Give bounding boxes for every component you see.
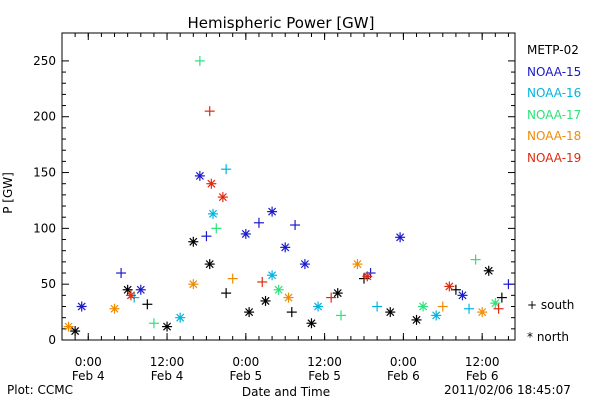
- legend-entry-noaa-19: NOAA-19: [527, 150, 582, 165]
- plot-credit: Plot: CCMC: [7, 383, 73, 397]
- data-point-metp-02-4-north: [188, 236, 199, 247]
- x-tick-label-date: Feb 4: [72, 369, 105, 383]
- data-point-metp-02-7-north: [244, 307, 255, 318]
- data-point-noaa-17-7-north: [490, 298, 501, 309]
- y-axis-label: P [GW]: [1, 172, 15, 214]
- data-point-noaa-17-6-south: [470, 254, 481, 265]
- y-tick-label: 50: [41, 277, 56, 291]
- x-tick-label-time: 12:00: [307, 355, 342, 369]
- y-tick-label: 250: [33, 54, 56, 68]
- data-point-metp-02-1-north: [122, 284, 133, 295]
- data-point-noaa-17-3-north: [273, 284, 284, 295]
- legend-entry-noaa-16: NOAA-16: [527, 86, 582, 100]
- data-point-metp-02-5-north: [204, 259, 215, 270]
- data-point-noaa-16-5-north: [313, 301, 324, 312]
- data-point-noaa-15-6-south: [253, 217, 264, 228]
- data-point-noaa-15-1-south: [116, 268, 127, 279]
- data-point-noaa-17-4-south: [336, 310, 347, 321]
- plot-frame: [61, 32, 516, 341]
- data-point-metp-02-6-south: [221, 288, 232, 299]
- data-point-noaa-18-6-south: [437, 301, 448, 312]
- data-point-metp-02-0-north: [70, 326, 81, 337]
- data-point-metp-02-14-north: [411, 314, 422, 325]
- data-point-noaa-18-5-north: [352, 259, 363, 270]
- legend-entry-metp-02: METP-02: [527, 43, 579, 57]
- data-point-metp-02-2-south: [142, 299, 153, 310]
- data-point-noaa-15-8-north: [280, 242, 291, 253]
- data-point-noaa-15-10-north: [299, 259, 310, 270]
- data-point-metp-02-3-north: [162, 321, 173, 332]
- legend-entry-noaa-17: NOAA-17: [527, 107, 582, 122]
- legend-entry-noaa-15: NOAA-15: [527, 64, 582, 79]
- legend-entry-noaa-18: NOAA-18: [527, 129, 582, 143]
- data-point-noaa-15-0-north: [76, 301, 87, 312]
- data-point-noaa-17-0-south: [148, 318, 159, 329]
- data-point-noaa-17-2-south: [211, 223, 222, 234]
- data-point-noaa-16-3-south: [221, 164, 232, 175]
- data-point-noaa-15-5-north: [240, 228, 251, 239]
- legend-south-marker: + south: [527, 298, 575, 312]
- data-point-noaa-15-7-north: [267, 206, 278, 217]
- data-point-noaa-19-6-north: [362, 271, 373, 282]
- x-tick-label-date: Feb 6: [466, 369, 499, 383]
- data-point-noaa-19-0-north: [125, 290, 136, 301]
- y-tick-label: 150: [33, 166, 56, 180]
- data-point-metp-02-8-north: [260, 295, 271, 306]
- data-point-metp-02-13-north: [385, 307, 396, 318]
- data-point-noaa-15-13-north: [457, 290, 468, 301]
- data-point-noaa-16-2-north: [208, 208, 218, 219]
- x-tick-label-time: 12:00: [150, 355, 185, 369]
- data-point-noaa-15-2-north: [135, 284, 146, 295]
- data-point-noaa-19-8-south: [493, 303, 504, 314]
- data-point-noaa-19-2-north: [206, 178, 217, 189]
- x-tick-label-date: Feb 4: [151, 369, 184, 383]
- x-axis-label: Date and Time: [242, 385, 330, 399]
- data-point-noaa-19-1-south: [204, 106, 215, 117]
- y-tick-label: 100: [33, 221, 56, 235]
- data-point-noaa-15-3-north: [194, 170, 205, 181]
- data-point-metp-02-16-north: [483, 265, 494, 276]
- data-point-noaa-16-7-north: [431, 310, 442, 321]
- y-tick-label: 0: [48, 333, 56, 347]
- data-point-metp-02-10-north: [306, 318, 317, 329]
- data-point-noaa-16-4-north: [267, 270, 278, 281]
- data-point-noaa-19-4-south: [257, 276, 268, 287]
- x-tick-label-time: 12:00: [465, 355, 500, 369]
- chart-title: Hemispheric Power [GW]: [188, 14, 375, 32]
- data-point-noaa-18-4-north: [283, 292, 294, 303]
- x-tick-label-time: 0:00: [390, 355, 417, 369]
- data-point-noaa-19-7-north: [444, 281, 455, 292]
- data-point-noaa-19-5-south: [326, 292, 337, 303]
- data-point-noaa-18-2-north: [188, 279, 199, 290]
- data-point-noaa-18-0-north: [63, 321, 74, 332]
- data-point-noaa-16-6-south: [372, 301, 383, 312]
- data-point-noaa-15-12-north: [395, 232, 406, 243]
- x-tick-label-time: 0:00: [75, 355, 102, 369]
- x-tick-label-date: Feb 6: [387, 369, 420, 383]
- data-point-noaa-19-3-north: [217, 192, 228, 203]
- data-point-noaa-15-9-south: [290, 220, 301, 231]
- data-point-noaa-15-4-south: [201, 231, 212, 242]
- x-tick-label-time: 0:00: [232, 355, 259, 369]
- data-point-metp-02-17-south: [496, 292, 507, 303]
- x-tick-label-date: Feb 5: [229, 369, 262, 383]
- data-point-noaa-17-5-north: [418, 301, 429, 312]
- series-legend: METP-02 NOAA-15 NOAA-16 NOAA-17 NOAA-18 NOAA-…: [527, 40, 600, 169]
- plot-timestamp: 2011/02/06 18:45:07: [444, 383, 571, 397]
- data-points: [63, 55, 514, 337]
- y-tick-label: 200: [33, 110, 56, 124]
- x-tick-label-date: Feb 5: [308, 369, 341, 383]
- data-point-noaa-18-3-south: [227, 273, 238, 284]
- data-point-noaa-18-1-north: [109, 303, 120, 314]
- data-point-noaa-18-7-north: [477, 307, 488, 318]
- data-point-metp-02-9-south: [286, 307, 297, 318]
- data-point-noaa-17-1-south: [194, 55, 205, 66]
- data-point-metp-02-11-north: [332, 288, 343, 299]
- data-point-noaa-15-14-south: [503, 279, 514, 290]
- data-point-noaa-16-1-north: [175, 312, 186, 323]
- data-point-noaa-16-8-south: [464, 303, 475, 314]
- legend-north-marker: * north: [527, 330, 570, 344]
